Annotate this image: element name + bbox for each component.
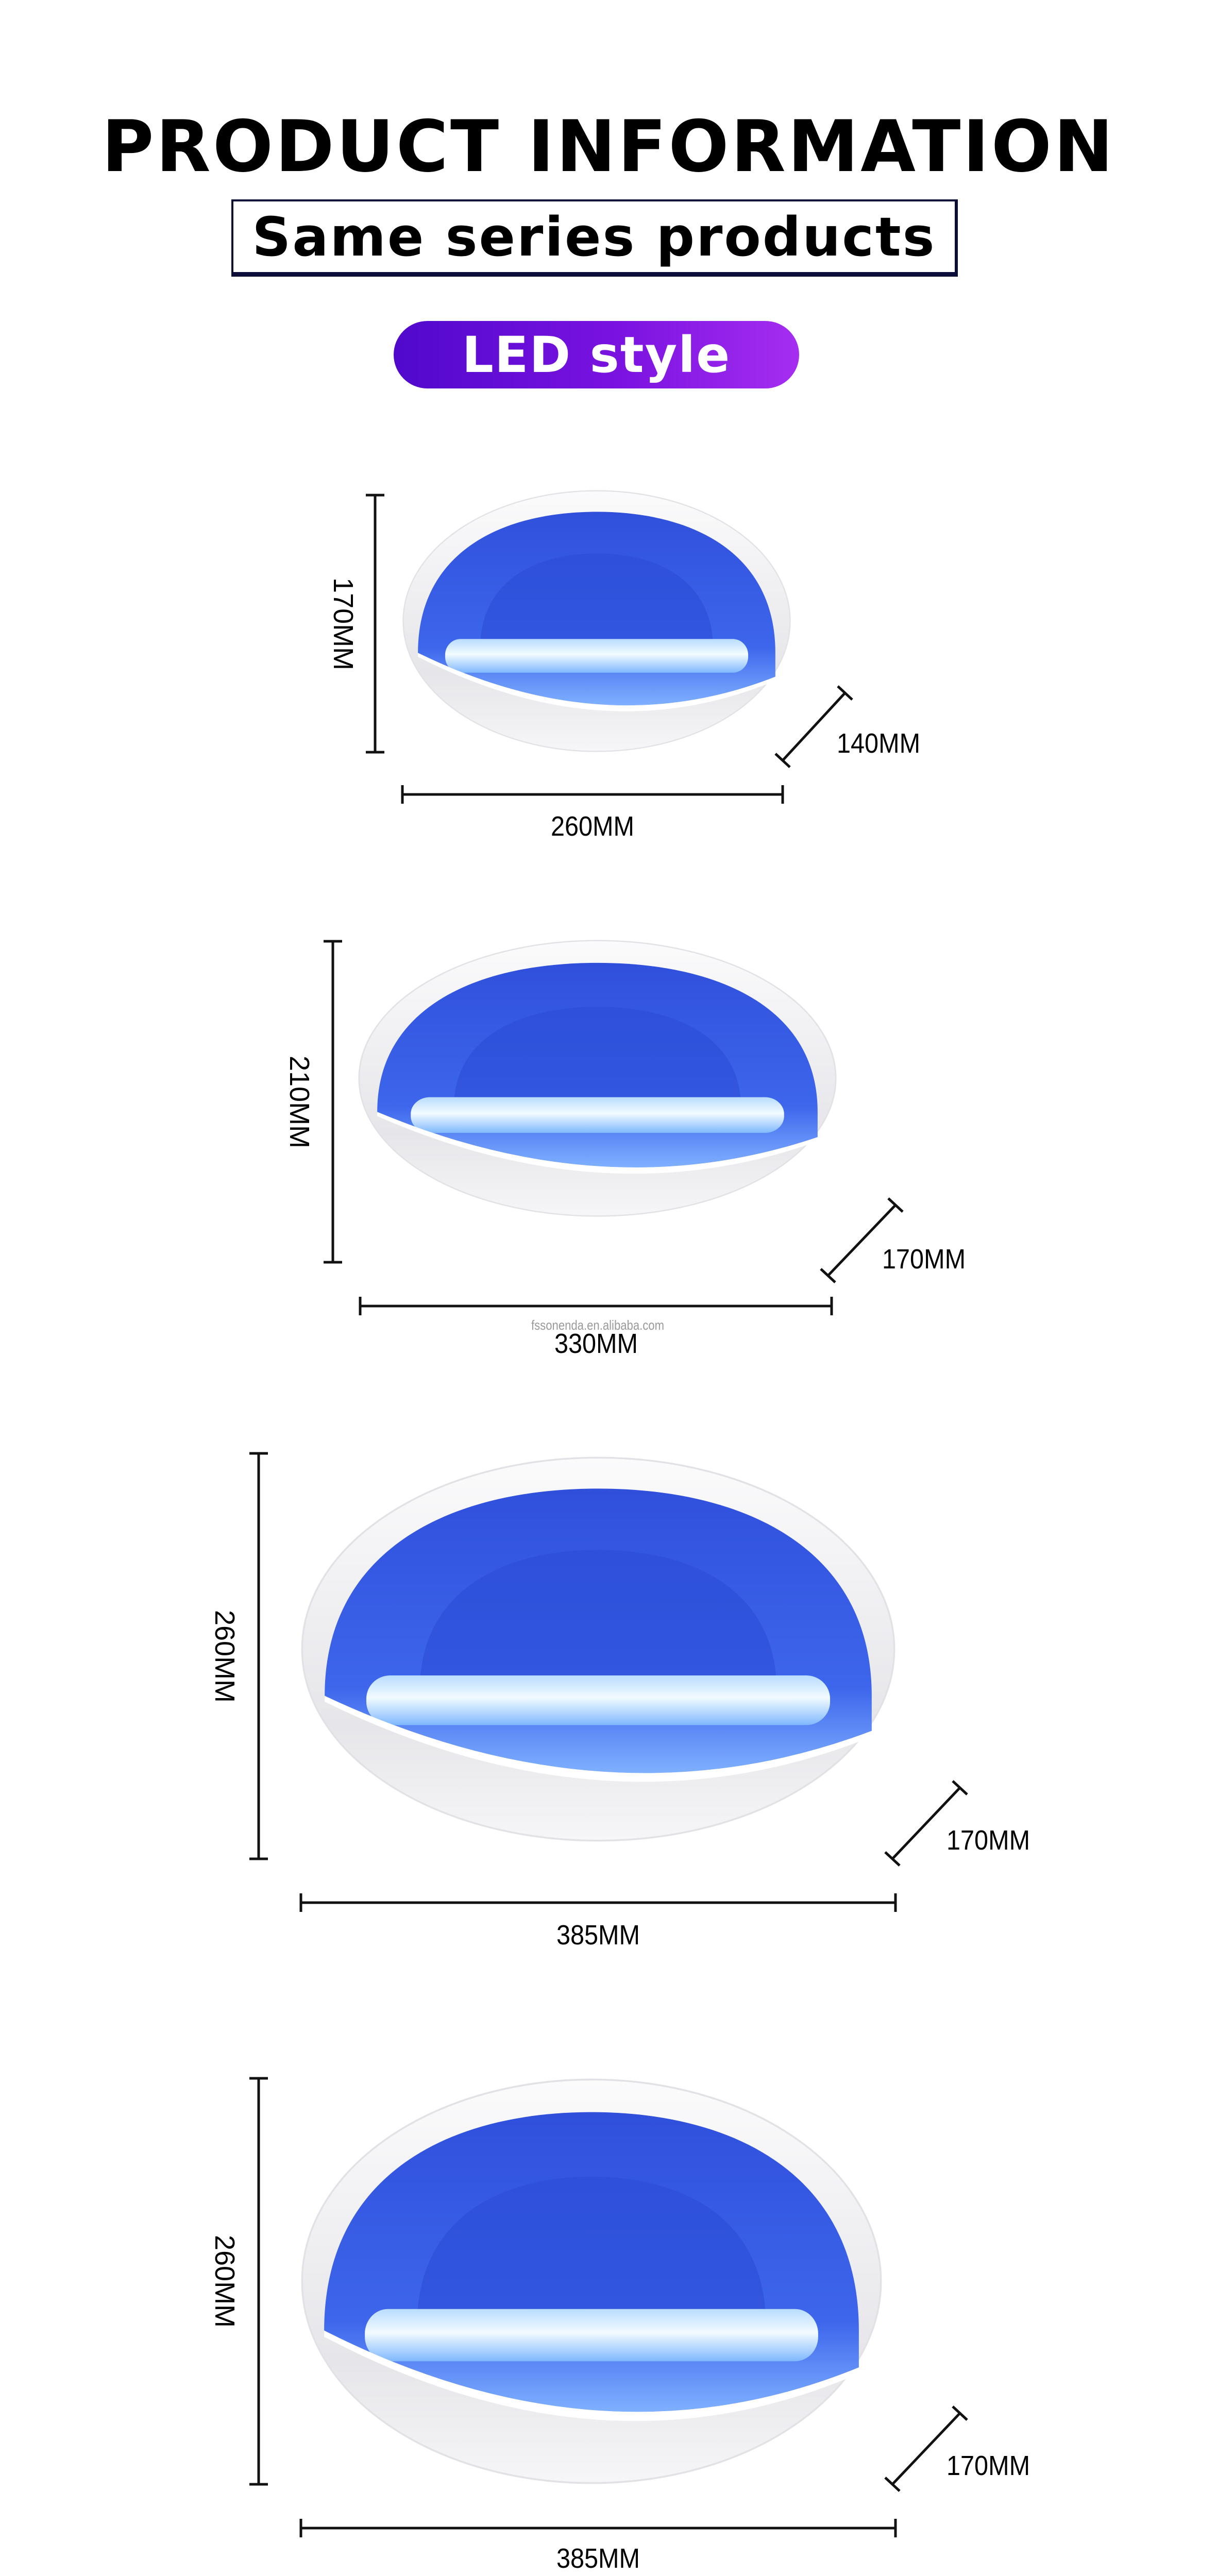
watermark: fssonenda.en.alibaba.com bbox=[531, 1317, 665, 1333]
height-label: 170MM bbox=[328, 577, 359, 670]
depth-tick bbox=[837, 685, 853, 701]
lamp-inner-dome bbox=[417, 2177, 766, 2325]
page-title: PRODUCT INFORMATION bbox=[102, 105, 1115, 188]
width-label: 385MM bbox=[556, 1920, 640, 1951]
height-label: 260MM bbox=[209, 2234, 240, 2328]
depth-label: 170MM bbox=[946, 2450, 1030, 2481]
depth-tick bbox=[884, 1851, 901, 1867]
height-label: 210MM bbox=[284, 1055, 315, 1148]
depth-tick bbox=[887, 1197, 904, 1213]
mosquito-lamp-2 bbox=[358, 940, 837, 1217]
style-badge: LED style bbox=[394, 321, 799, 388]
depth-dimension-line bbox=[891, 1787, 961, 1860]
depth-tick bbox=[952, 1780, 968, 1795]
uv-led-tube bbox=[366, 1675, 831, 1725]
width-label: 385MM bbox=[556, 2543, 640, 2574]
width-label: 330MM bbox=[554, 1328, 638, 1359]
uv-led-tube bbox=[445, 639, 749, 673]
depth-dimension-line bbox=[782, 692, 846, 761]
style-badge-label: LED style bbox=[462, 326, 731, 384]
depth-tick bbox=[820, 1268, 836, 1283]
width-label: 260MM bbox=[550, 811, 635, 842]
uv-led-tube bbox=[365, 2309, 818, 2362]
mosquito-lamp-4 bbox=[301, 2078, 882, 2484]
depth-tick bbox=[774, 753, 791, 768]
depth-tick bbox=[884, 2477, 901, 2492]
depth-dimension-line bbox=[827, 1204, 897, 1277]
lamp-inner-dome bbox=[419, 1550, 777, 1690]
lamp-inner-dome bbox=[480, 553, 714, 649]
lamp-inner-dome bbox=[453, 1007, 741, 1108]
uv-led-tube bbox=[411, 1097, 784, 1133]
section-subtitle: Same series products bbox=[252, 205, 936, 268]
mosquito-lamp-1 bbox=[402, 490, 791, 752]
section-subtitle-box: Same series products bbox=[231, 199, 958, 277]
depth-label: 170MM bbox=[946, 1825, 1030, 1856]
depth-label: 140MM bbox=[837, 728, 921, 759]
depth-dimension-line bbox=[891, 2412, 961, 2485]
depth-label: 170MM bbox=[882, 1244, 966, 1275]
height-label: 260MM bbox=[209, 1609, 240, 1703]
mosquito-lamp-3 bbox=[301, 1456, 895, 1842]
depth-tick bbox=[952, 2405, 968, 2421]
